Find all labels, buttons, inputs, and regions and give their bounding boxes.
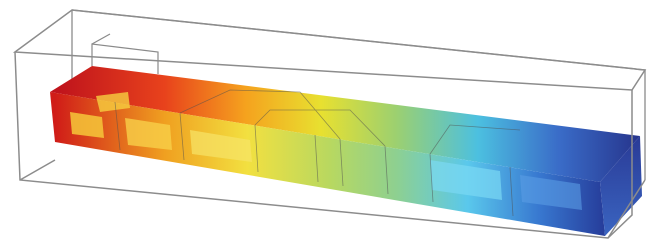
scene [0,0,650,242]
page [0,0,650,242]
